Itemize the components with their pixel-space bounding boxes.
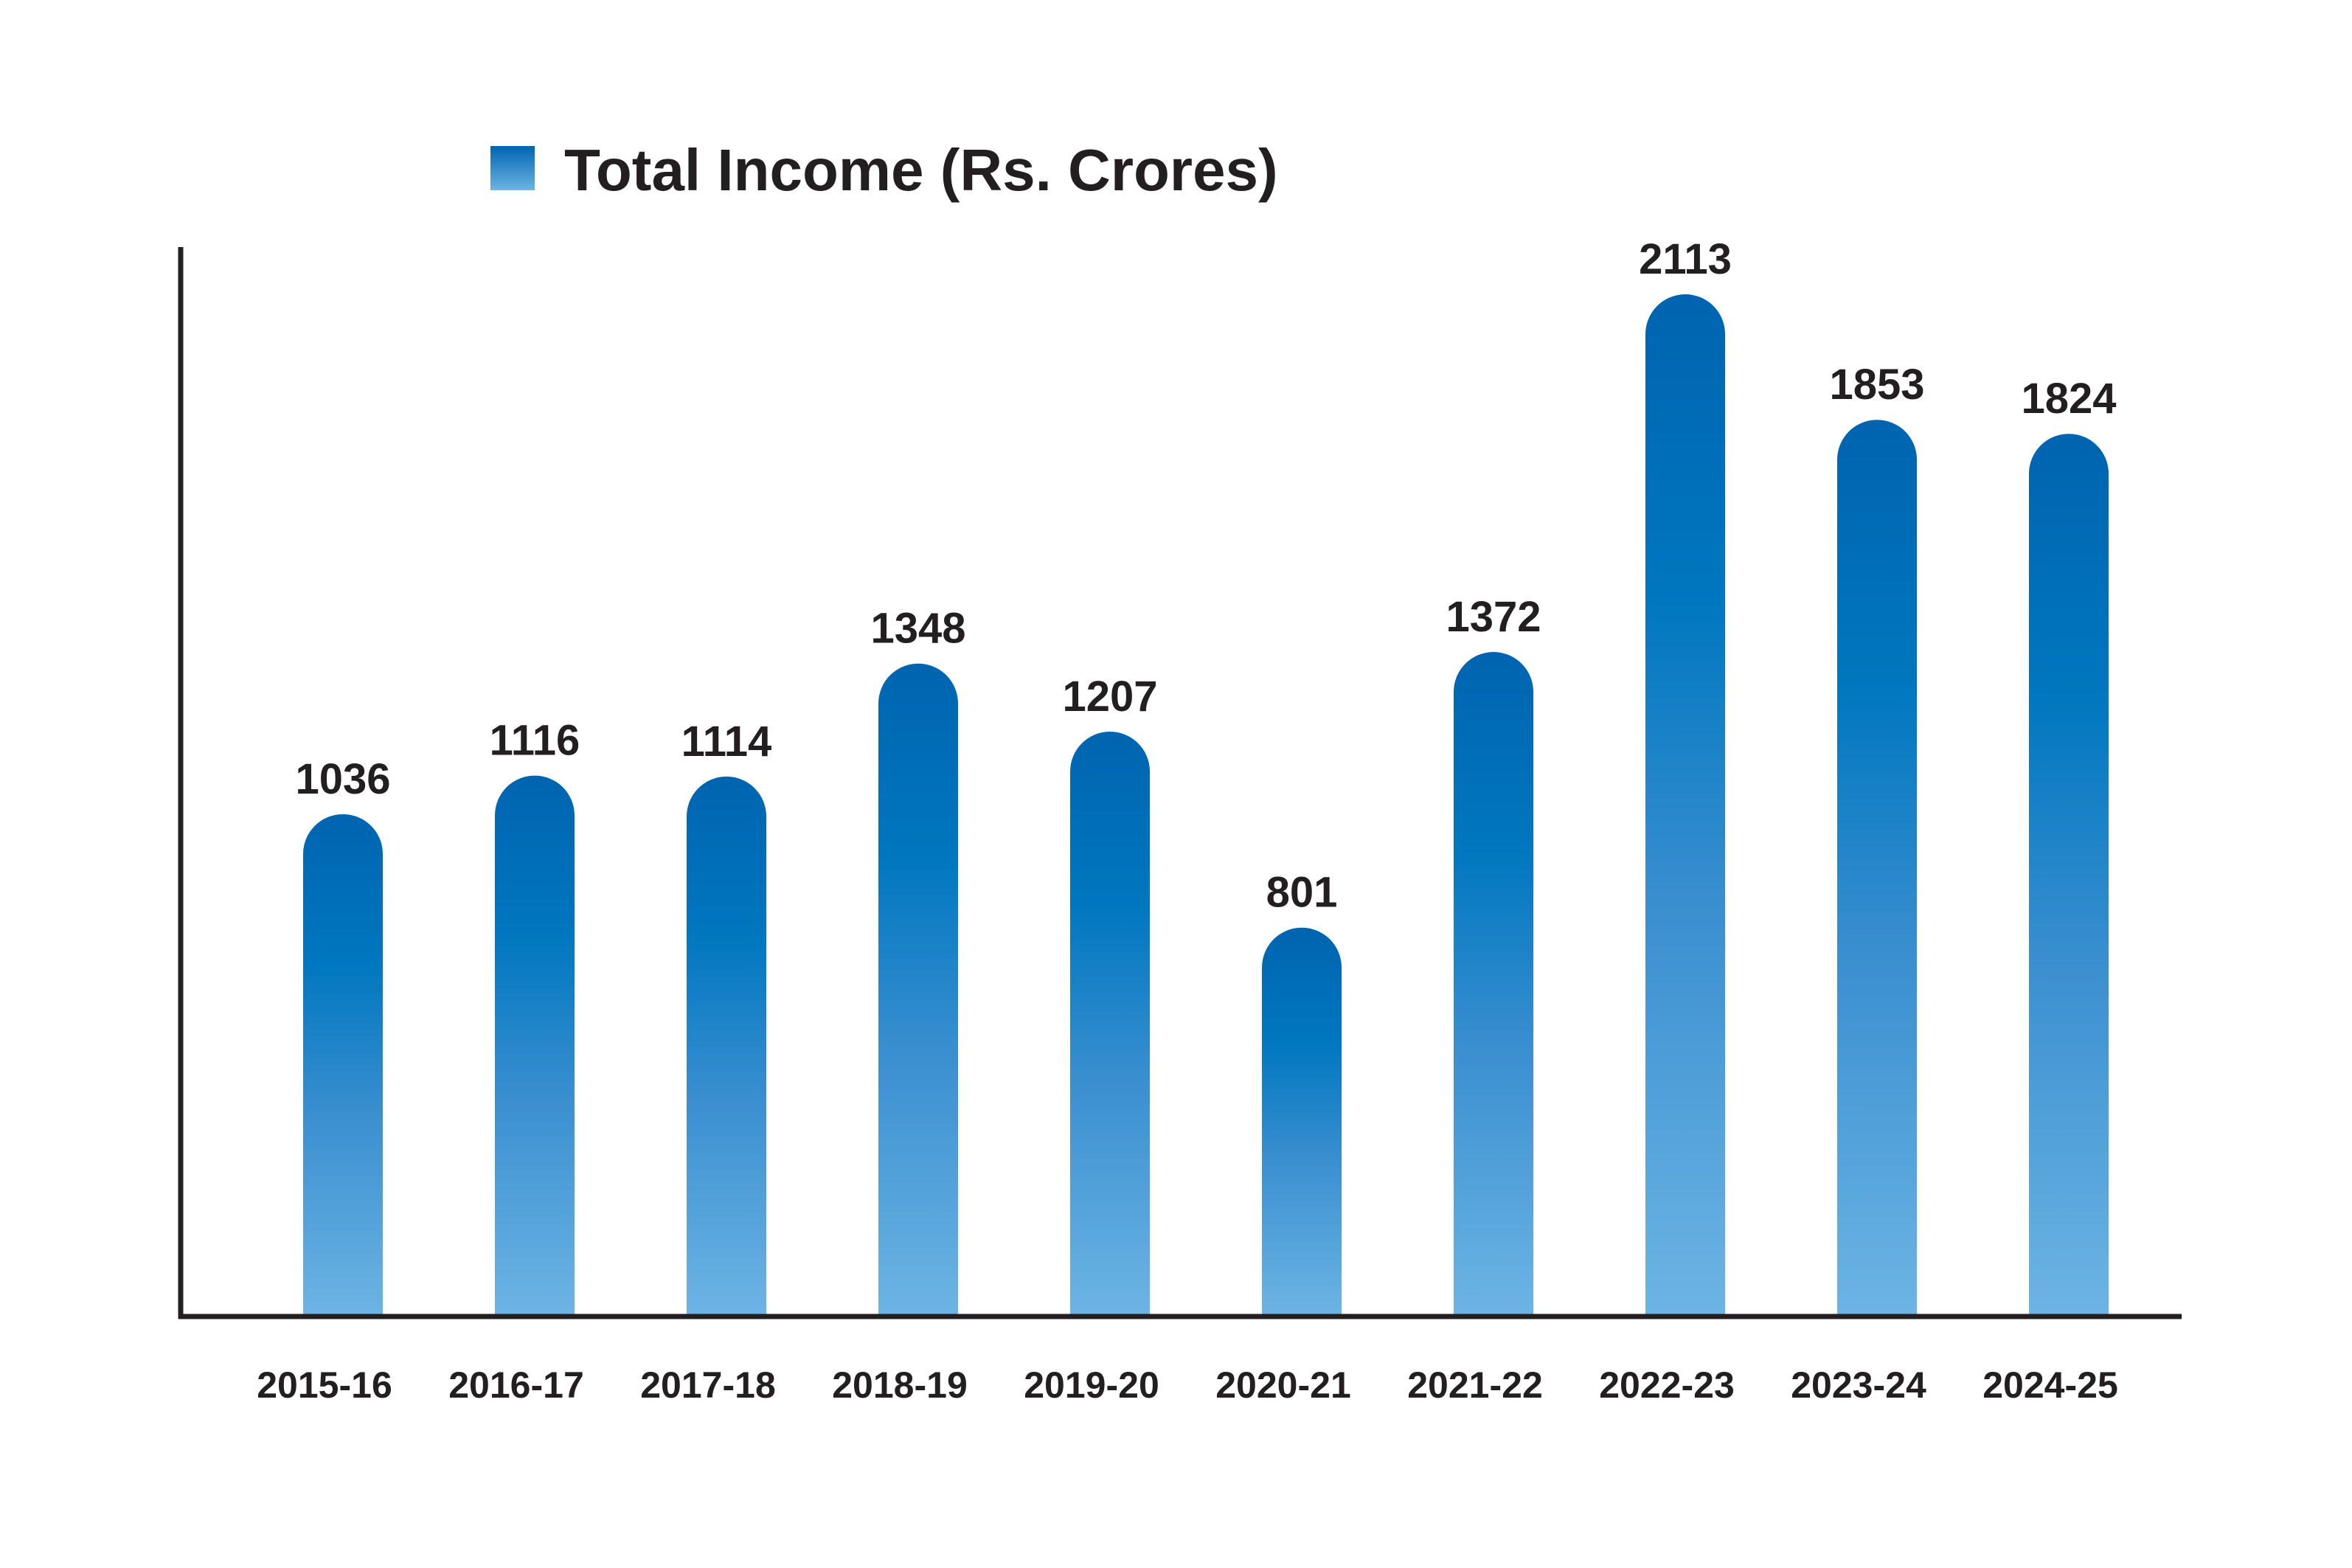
value-label-2019-20: 1207 (1062, 673, 1157, 721)
x-tick-label-2016-17: 2016-17 (448, 1364, 584, 1406)
x-tick-label-2024-25: 2024-25 (1982, 1364, 2118, 1406)
x-tick-label-2015-16: 2015-16 (257, 1364, 392, 1406)
bar-2018-19 (878, 663, 958, 1314)
value-label-2020-21: 801 (1266, 869, 1338, 917)
legend-label: Total Income (Rs. Crores) (564, 137, 1278, 203)
bar-2015-16 (303, 814, 383, 1314)
value-label-2023-24: 1853 (1829, 361, 1924, 409)
bar-group (303, 294, 2109, 1315)
value-label-2018-19: 1348 (870, 605, 965, 653)
bar-2022-23 (1645, 294, 1725, 1315)
axes (178, 247, 2182, 1319)
bar-2020-21 (1262, 927, 1342, 1314)
legend: Total Income (Rs. Crores) (490, 137, 1278, 203)
bar-2019-20 (1070, 732, 1150, 1314)
value-label-2016-17: 1116 (490, 717, 580, 765)
bar-2023-24 (1837, 420, 1917, 1315)
bar-2016-17 (495, 775, 575, 1314)
x-tick-label-2017-18: 2017-18 (640, 1364, 776, 1406)
value-label-2017-18: 1114 (681, 718, 772, 766)
value-label-group: 1036 1116 1114 1348 1207 801 1372 2113 1853 1824 (295, 235, 2116, 917)
legend-swatch (490, 146, 535, 190)
x-tick-label-2018-19: 2018-19 (832, 1364, 968, 1406)
x-tick-label-2020-21: 2020-21 (1215, 1364, 1351, 1406)
value-label-2024-25: 1824 (2021, 375, 2116, 423)
x-tick-label-2023-24: 2023-24 (1791, 1364, 1926, 1406)
x-tick-label-2019-20: 2019-20 (1024, 1364, 1159, 1406)
x-tick-label-group: 2015-16 2016-17 2017-18 2018-19 2019-20 2020-… (257, 1364, 2118, 1406)
x-tick-label-2022-23: 2022-23 (1599, 1364, 1735, 1406)
value-label-2015-16: 1036 (295, 755, 390, 803)
value-label-2022-23: 2113 (1639, 235, 1732, 283)
x-tick-label-2021-22: 2021-22 (1407, 1364, 1543, 1406)
value-label-2021-22: 1372 (1446, 593, 1541, 641)
bar-2017-18 (687, 776, 766, 1314)
bar-2024-25 (2029, 434, 2109, 1314)
bar-2021-22 (1454, 652, 1533, 1314)
